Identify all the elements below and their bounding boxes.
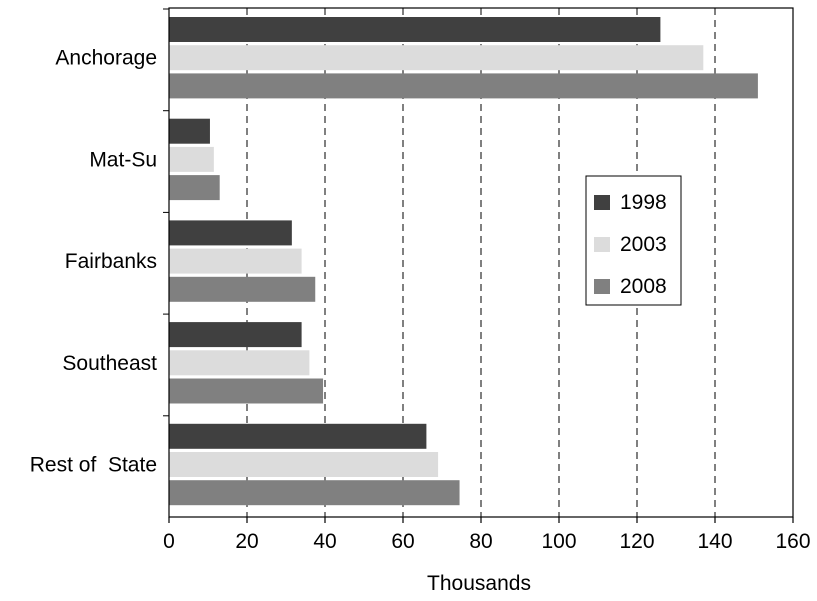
legend-label-2008: 2008 (620, 275, 667, 298)
category-label: Southeast (62, 352, 157, 375)
bar-2003-3 (169, 350, 310, 376)
bar-2003-0 (169, 45, 704, 71)
x-tick-label: 160 (775, 530, 810, 553)
x-tick-label: 80 (469, 530, 492, 553)
legend: 1998 2003 2008 (585, 175, 682, 306)
bar-1998-2 (169, 220, 292, 246)
bar-1998-3 (169, 322, 302, 348)
legend-swatch-2003 (594, 237, 610, 252)
bars (169, 17, 758, 506)
bar-2008-4 (169, 480, 460, 506)
x-tick-label: 0 (163, 530, 175, 553)
legend-label-1998: 1998 (620, 191, 667, 214)
x-tick-label: 100 (541, 530, 576, 553)
legend-swatch-1998 (594, 195, 610, 210)
category-label: Anchorage (55, 47, 157, 70)
bar-1998-4 (169, 423, 427, 449)
x-axis-ticks: 0 20 40 60 80 100 120 140 160 (163, 517, 811, 553)
x-tick-label: 120 (619, 530, 654, 553)
bar-2003-4 (169, 452, 439, 477)
x-tick-label: 140 (697, 530, 732, 553)
bar-1998-0 (169, 17, 661, 42)
bar-2008-2 (169, 276, 316, 302)
bar-2008-0 (169, 73, 758, 99)
bar-2008-1 (169, 175, 220, 201)
x-axis-title: Thousands (427, 572, 531, 595)
x-tick-label: 40 (313, 530, 336, 553)
category-label: Fairbanks (65, 250, 157, 273)
bar-2003-1 (169, 146, 214, 172)
bar-2008-3 (169, 378, 324, 404)
bar-1998-1 (169, 118, 210, 144)
category-label: Mat-Su (89, 148, 157, 171)
legend-items: 1998 2003 2008 (594, 191, 667, 298)
bar-2003-2 (169, 248, 302, 274)
x-tick-label: 60 (391, 530, 414, 553)
x-tick-label: 20 (235, 530, 258, 553)
category-label: Rest of State (30, 454, 157, 477)
y-axis-categories: Anchorage Mat-Su Fairbanks Southeast Rest of… (30, 8, 169, 477)
legend-label-2003: 2003 (620, 233, 667, 256)
legend-swatch-2008 (594, 279, 610, 294)
